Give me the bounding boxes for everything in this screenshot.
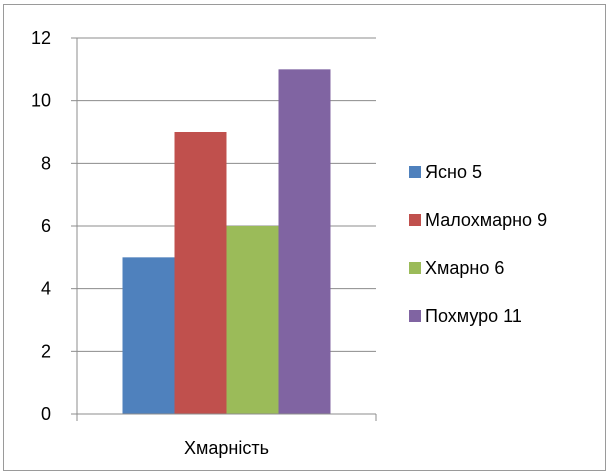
y-tick-label: 4 [41,279,51,299]
y-tick-label: 0 [41,404,51,424]
y-tick-label: 10 [31,91,51,111]
y-tick-label: 12 [31,28,51,48]
y-tick-label: 8 [41,153,51,173]
legend-label: Ясно 5 [425,162,482,182]
y-tick-label: 6 [41,216,51,236]
legend-swatch [409,310,421,322]
legend-label: Малохмарно 9 [425,210,547,230]
bars [123,69,331,414]
y-tick-label: 2 [41,341,51,361]
x-category-label: Хмарність [184,438,269,458]
bar [123,257,175,414]
legend: Ясно 5 Малохмарно 9 Хмарно 6 Похмуро 11 [409,162,547,326]
legend-swatch [409,262,421,274]
bar [175,132,227,414]
legend-swatch [409,214,421,226]
legend-label: Похмуро 11 [425,306,522,326]
legend-label: Хмарно 6 [425,258,504,278]
bar [227,226,279,414]
legend-swatch [409,166,421,178]
bar [279,69,331,414]
